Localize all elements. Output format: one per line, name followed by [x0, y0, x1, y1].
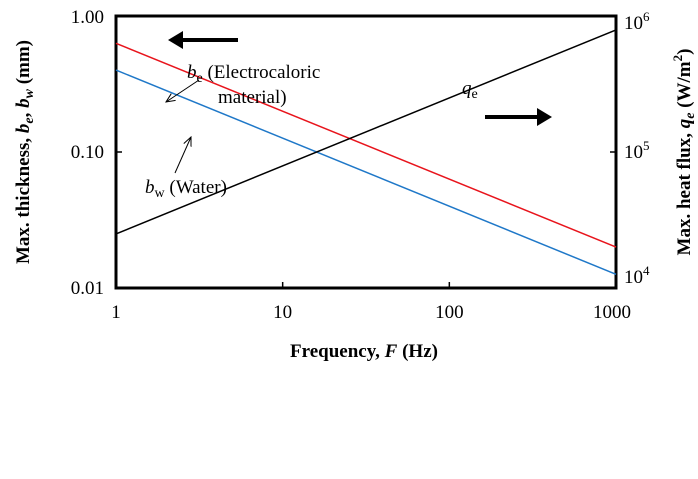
y-tick-label: 0.10 [71, 142, 104, 163]
annotation-be: be (Electrocaloric [187, 62, 320, 86]
y2-axis-label: Max. heat flux, qe (W/m2) [670, 49, 698, 256]
annotation-bw: bw (Water) [145, 177, 227, 201]
y-axis-label: Max. thickness, be, bw (mm) [13, 40, 37, 264]
tick-marks [116, 151, 616, 288]
annotation-be-line2: material) [218, 87, 287, 108]
annotation-qe: qe [462, 78, 478, 102]
series-line-qe [115, 29, 617, 235]
y2-tick-label: 104 [624, 263, 650, 288]
x-tick-label: 10 [273, 302, 292, 323]
left-axis-arrowhead [168, 31, 183, 49]
y2-tick-label: 105 [624, 138, 650, 163]
series-line-be [115, 42, 617, 248]
annotation-be-pointer [166, 79, 200, 102]
y2-tick-label: 106 [624, 9, 650, 34]
series-line-bw [115, 69, 617, 275]
right-axis-arrowhead [537, 108, 552, 126]
y-tick-label: 0.01 [71, 278, 104, 299]
plot-frame [114, 14, 618, 290]
x-tick-label: 100 [435, 302, 464, 323]
x-tick-label: 1 [111, 302, 121, 323]
y-tick-label: 1.00 [71, 7, 104, 28]
annotation-bw-pointer [174, 137, 191, 174]
x-tick-label: 1000 [593, 302, 631, 323]
x-axis-label: Frequency, F (Hz) [290, 341, 438, 362]
